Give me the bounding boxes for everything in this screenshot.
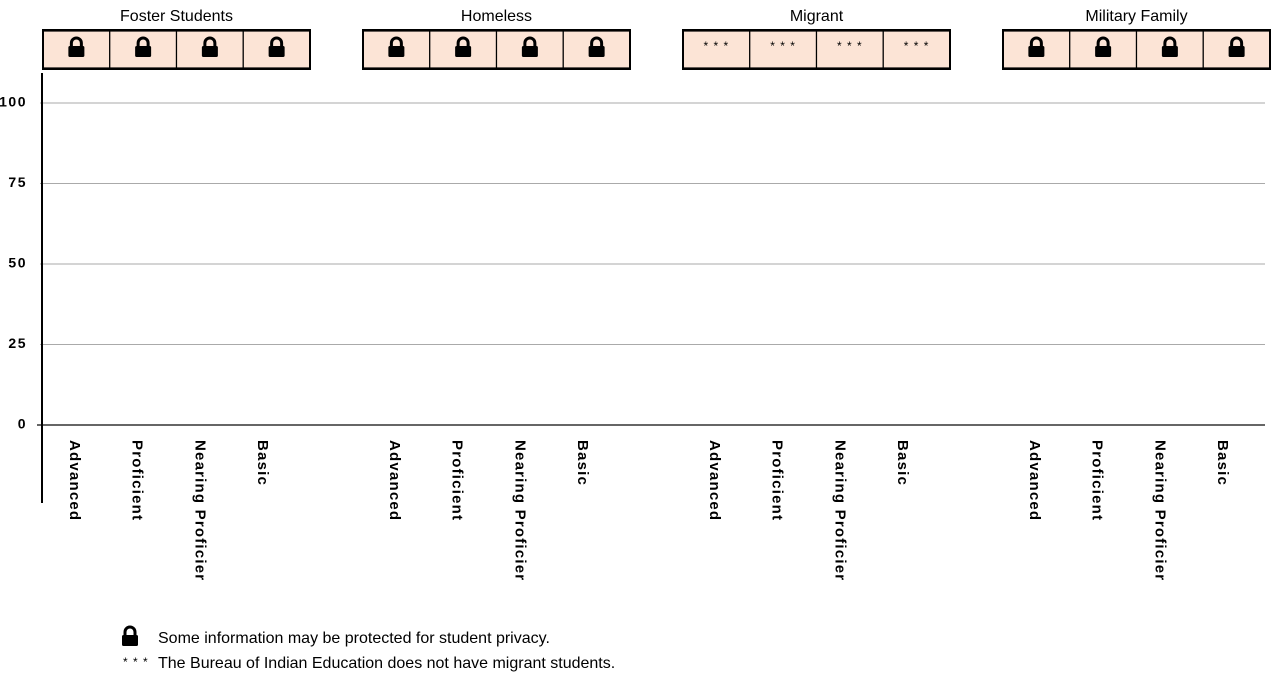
lock-body bbox=[1228, 46, 1245, 57]
lock-icon bbox=[68, 36, 85, 57]
x-tick-label: Proficient bbox=[769, 440, 786, 521]
legend-text: The Bureau of Indian Education does not … bbox=[158, 655, 615, 672]
lock-body bbox=[1028, 46, 1045, 57]
y-tick-label: 0 bbox=[18, 416, 27, 432]
lock-icon bbox=[135, 36, 152, 57]
lock-body bbox=[521, 46, 538, 57]
lock-shackle bbox=[203, 36, 217, 47]
lock-body bbox=[588, 46, 605, 57]
lock-icon bbox=[388, 36, 405, 57]
lock-icon bbox=[521, 36, 538, 57]
group-box bbox=[1002, 29, 1271, 70]
group-title: Homeless bbox=[461, 8, 532, 25]
y-tick-label: 100 bbox=[0, 94, 27, 110]
lock-shackle bbox=[1163, 36, 1177, 47]
lock-shackle bbox=[136, 36, 150, 47]
lock-icon bbox=[1028, 36, 1045, 57]
group-title: Migrant bbox=[790, 8, 844, 25]
lock-icon bbox=[1228, 36, 1245, 57]
y-tick-label: 75 bbox=[8, 174, 27, 190]
x-tick-label: Nearing Proficier bbox=[831, 440, 848, 581]
x-tick-label: Nearing Proficier bbox=[1151, 440, 1168, 581]
cell-text: * * * bbox=[704, 39, 730, 53]
lock-shackle bbox=[456, 36, 470, 47]
x-tick-label: Advanced bbox=[706, 440, 723, 521]
x-tick-label: Proficient bbox=[129, 440, 146, 521]
cell-text: * * * bbox=[904, 39, 930, 53]
cell-text: * * * bbox=[770, 39, 796, 53]
lock-shackle bbox=[389, 36, 403, 47]
lock-icon bbox=[268, 36, 285, 57]
lock-icon bbox=[201, 36, 218, 57]
lock-shackle bbox=[123, 625, 137, 636]
lock-shackle bbox=[69, 36, 83, 47]
group-box bbox=[42, 29, 311, 70]
cell-text: * * * bbox=[837, 39, 863, 53]
lock-icon bbox=[588, 36, 605, 57]
lock-shackle bbox=[590, 36, 604, 47]
x-tick-label: Nearing Proficier bbox=[191, 440, 208, 581]
group-box bbox=[362, 29, 631, 70]
group-title: Foster Students bbox=[120, 8, 233, 25]
lock-body bbox=[268, 46, 285, 57]
lock-body bbox=[455, 46, 472, 57]
status-cell bbox=[882, 30, 951, 69]
x-tick-label: Advanced bbox=[66, 440, 83, 521]
x-tick-label: Proficient bbox=[1089, 440, 1106, 521]
lock-shackle bbox=[1029, 36, 1043, 47]
lock-body bbox=[1161, 46, 1178, 57]
lock-icon bbox=[1161, 36, 1178, 57]
lock-icon bbox=[122, 625, 138, 646]
x-tick-label: Basic bbox=[254, 440, 271, 486]
legend-text: Some information may be protected for st… bbox=[158, 630, 550, 647]
lock-body bbox=[68, 46, 85, 57]
lock-body bbox=[388, 46, 405, 57]
x-tick-label: Basic bbox=[574, 440, 591, 486]
x-tick-label: Nearing Proficier bbox=[511, 440, 528, 581]
y-tick-label: 25 bbox=[8, 335, 27, 351]
group-box bbox=[682, 29, 951, 70]
x-tick-label: Advanced bbox=[1026, 440, 1043, 521]
x-tick-label: Proficient bbox=[449, 440, 466, 521]
x-tick-label: Advanced bbox=[386, 440, 403, 521]
legend-symbol: * * * bbox=[123, 655, 149, 669]
lock-body bbox=[1095, 46, 1112, 57]
group-title: Military Family bbox=[1085, 8, 1187, 25]
x-tick-label: Basic bbox=[1214, 440, 1231, 486]
lock-icon bbox=[455, 36, 472, 57]
lock-shackle bbox=[523, 36, 537, 47]
lock-icon bbox=[1095, 36, 1112, 57]
lock-shackle bbox=[270, 36, 284, 47]
lock-body bbox=[135, 46, 152, 57]
lock-shackle bbox=[1096, 36, 1110, 47]
lock-shackle bbox=[1230, 36, 1244, 47]
lock-body bbox=[122, 635, 138, 646]
lock-body bbox=[201, 46, 218, 57]
x-tick-label: Basic bbox=[894, 440, 911, 486]
y-tick-label: 50 bbox=[8, 255, 27, 271]
